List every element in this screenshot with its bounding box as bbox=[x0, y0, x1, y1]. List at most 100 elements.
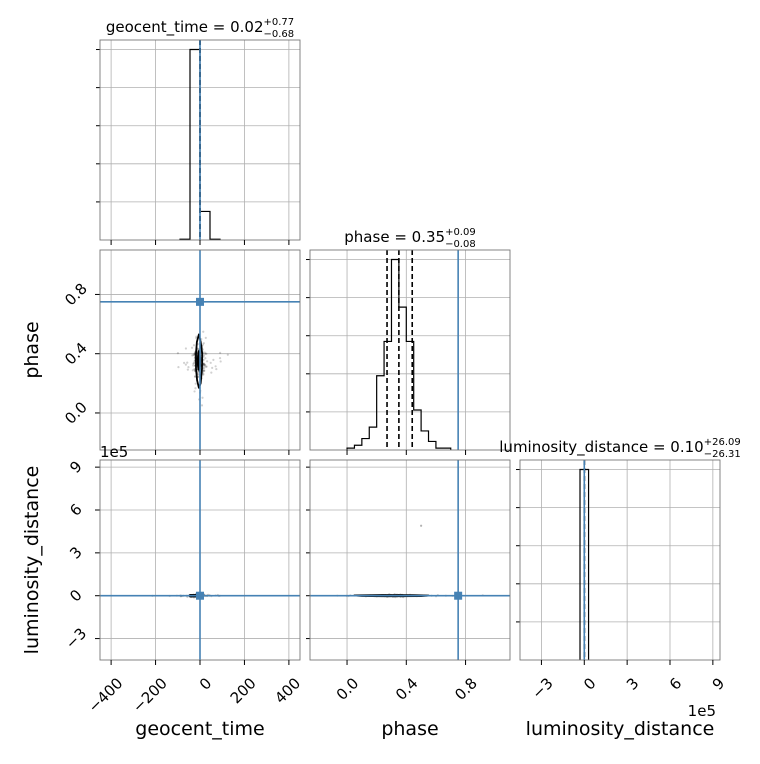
sample-point bbox=[219, 360, 222, 363]
sample-point bbox=[194, 387, 197, 390]
title-lower-error: −0.68 bbox=[264, 29, 295, 40]
x-tick-label: 400 bbox=[271, 674, 304, 707]
histogram-bar bbox=[421, 431, 428, 450]
sample-point bbox=[202, 363, 205, 366]
contour-line bbox=[195, 333, 204, 389]
sample-point bbox=[205, 365, 208, 368]
sample-point bbox=[197, 370, 200, 373]
sample-point bbox=[202, 354, 206, 357]
sample-point bbox=[202, 372, 205, 375]
panel-contour-geocent_time-vs-phase bbox=[95, 249, 301, 455]
x-tick-label: 0.0 bbox=[333, 674, 363, 704]
y-axis-label: phase bbox=[21, 321, 43, 378]
panel-frame bbox=[309, 249, 511, 451]
sample-point bbox=[203, 351, 206, 354]
sample-point bbox=[202, 358, 205, 361]
sample-point bbox=[203, 364, 206, 367]
sample-point bbox=[203, 363, 206, 366]
y-tick-label: 0.4 bbox=[61, 339, 91, 369]
title-upper-error: +0.77 bbox=[264, 17, 295, 28]
sample-point bbox=[187, 366, 190, 369]
sample-point bbox=[204, 352, 207, 355]
x-tick-label: 0.8 bbox=[451, 674, 481, 704]
title-lower-error: −26.31 bbox=[704, 449, 741, 460]
true-value-marker bbox=[196, 297, 204, 306]
sample-point bbox=[201, 343, 205, 346]
sample-point bbox=[193, 390, 196, 393]
sample-point bbox=[192, 353, 195, 357]
sample-point bbox=[197, 347, 200, 351]
sample-point bbox=[197, 375, 200, 378]
x-tick-label: 0 bbox=[196, 674, 215, 693]
x-axis-label: luminosity_distance bbox=[526, 718, 715, 740]
sample-point bbox=[202, 362, 206, 365]
y-tick-label: 0.8 bbox=[61, 280, 91, 310]
y-offset-text: 1e5 bbox=[100, 443, 128, 461]
panel-hist-phase bbox=[306, 249, 511, 455]
sample-point bbox=[177, 366, 180, 369]
sample-point bbox=[203, 366, 206, 370]
sample-point bbox=[190, 346, 194, 349]
x-tick-label: 6 bbox=[666, 674, 685, 693]
x-axis-label: phase bbox=[381, 718, 438, 740]
histogram-title: geocent_time = 0.02+0.77 bbox=[106, 17, 294, 37]
x-tick-label: −200 bbox=[129, 674, 171, 716]
sample-point bbox=[214, 365, 217, 368]
sample-point bbox=[201, 396, 204, 399]
sample-point bbox=[210, 371, 213, 374]
y-axis-label: luminosity_distance bbox=[21, 466, 43, 655]
sample-point bbox=[191, 354, 194, 357]
panel-frame bbox=[519, 459, 721, 661]
histogram-bar bbox=[369, 427, 376, 450]
sample-point bbox=[204, 357, 207, 360]
x-tick-label: 0.4 bbox=[392, 674, 422, 704]
sample-point bbox=[211, 366, 214, 369]
histogram-bar bbox=[391, 260, 398, 450]
true-value-marker bbox=[196, 591, 204, 600]
panel-plot-area bbox=[310, 250, 510, 450]
panel-plot-area bbox=[100, 460, 300, 660]
sample-point bbox=[192, 364, 195, 367]
panel-plot-area bbox=[100, 250, 300, 450]
x-tick-label: 3 bbox=[623, 674, 642, 693]
sample-point bbox=[194, 375, 197, 378]
x-tick-label: −400 bbox=[85, 674, 127, 716]
histogram-bar bbox=[399, 307, 406, 450]
histogram-bar bbox=[414, 410, 421, 450]
sample-point bbox=[420, 524, 423, 527]
sample-point bbox=[192, 344, 196, 347]
sample-point bbox=[182, 361, 186, 364]
true-value-marker bbox=[454, 591, 463, 600]
panel-plot-area bbox=[310, 460, 510, 660]
sample-point bbox=[203, 369, 206, 373]
panel-contour-geocent_time-vs-luminosity_distance bbox=[95, 459, 301, 665]
sample-point bbox=[202, 373, 205, 376]
sample-point bbox=[192, 362, 195, 365]
sample-point bbox=[186, 361, 189, 364]
sample-point bbox=[219, 351, 222, 354]
y-tick-label: −3 bbox=[62, 624, 90, 652]
histogram-title: luminosity_distance = 0.10+26.09 bbox=[499, 437, 740, 457]
sample-point bbox=[202, 369, 205, 372]
sample-point bbox=[212, 358, 215, 362]
histogram-title: phase = 0.35+0.09 bbox=[344, 227, 475, 246]
x-tick-label: 200 bbox=[227, 674, 260, 707]
sample-point bbox=[184, 347, 188, 350]
x-tick-label: 0 bbox=[580, 674, 599, 693]
x-tick-label: −3 bbox=[528, 674, 556, 702]
panel-contour-phase-vs-luminosity_distance bbox=[306, 459, 511, 665]
sample-point bbox=[186, 368, 189, 371]
sample-point bbox=[218, 357, 222, 360]
sample-point bbox=[193, 352, 196, 355]
sample-point bbox=[193, 368, 196, 371]
sample-point bbox=[204, 363, 207, 367]
x-tick-label: 9 bbox=[709, 674, 728, 693]
sample-point bbox=[215, 368, 218, 371]
title-upper-error: +26.09 bbox=[704, 437, 741, 448]
y-tick-label: 9 bbox=[66, 457, 85, 476]
sample-point bbox=[204, 336, 207, 340]
title-main: phase = 0.35 bbox=[344, 228, 445, 246]
sample-point bbox=[209, 361, 212, 364]
sample-point bbox=[194, 382, 197, 385]
